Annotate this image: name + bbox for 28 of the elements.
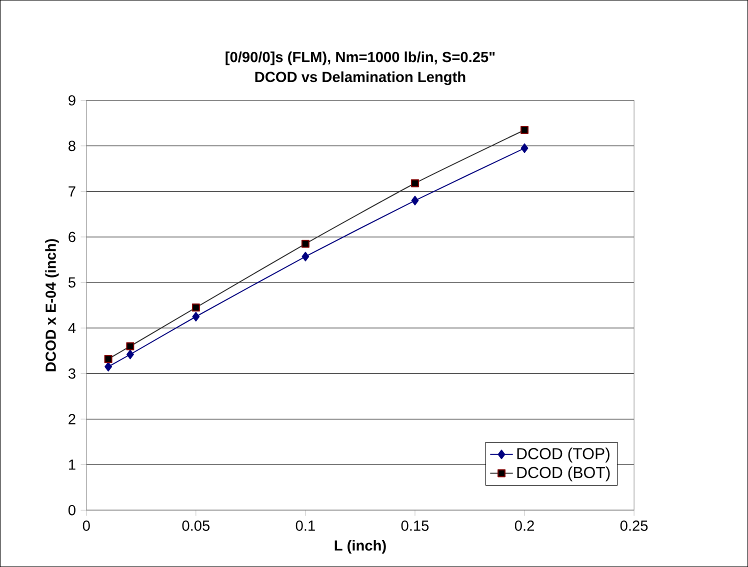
point xyxy=(126,350,134,360)
y-tick-label: 8 xyxy=(68,140,76,152)
y-tick-label: 5 xyxy=(68,277,76,288)
x-tick-label: 0.1 xyxy=(296,520,315,531)
y-tick-label: 1 xyxy=(69,460,76,470)
x-tick-label: 0 xyxy=(82,520,90,531)
x-tick-label: 0.05 xyxy=(182,520,210,531)
y-tick-label: 4 xyxy=(68,322,76,334)
y-tick-label: 0 xyxy=(68,504,76,516)
y-tick-label: 9 xyxy=(68,95,76,106)
point xyxy=(302,252,310,262)
point xyxy=(520,143,528,153)
y-tick-label: 2 xyxy=(68,414,76,424)
x-tick-label: 0.25 xyxy=(620,520,648,531)
chart-subtitle: DCOD vs Delamination Length xyxy=(255,71,466,86)
y-axis-title: DCOD x E-04 (inch) xyxy=(45,239,59,372)
point xyxy=(104,362,112,372)
x-tick-label: 0.2 xyxy=(514,520,534,531)
legend-label: DCOD (TOP) xyxy=(517,448,610,462)
y-tick-label: 6 xyxy=(68,232,76,242)
y-tick-label: 3 xyxy=(68,368,76,379)
point xyxy=(411,196,419,206)
chart-title: [0/90/0]s (FLM), Nm=1000 lb/in, S=0.25" xyxy=(226,51,495,66)
legend-label: DCOD (BOT) xyxy=(517,466,610,482)
point xyxy=(192,312,200,322)
y-tick-label: 7 xyxy=(68,186,76,196)
x-axis-title: L (inch) xyxy=(334,540,386,554)
x-tick-label: 0.15 xyxy=(401,520,429,531)
